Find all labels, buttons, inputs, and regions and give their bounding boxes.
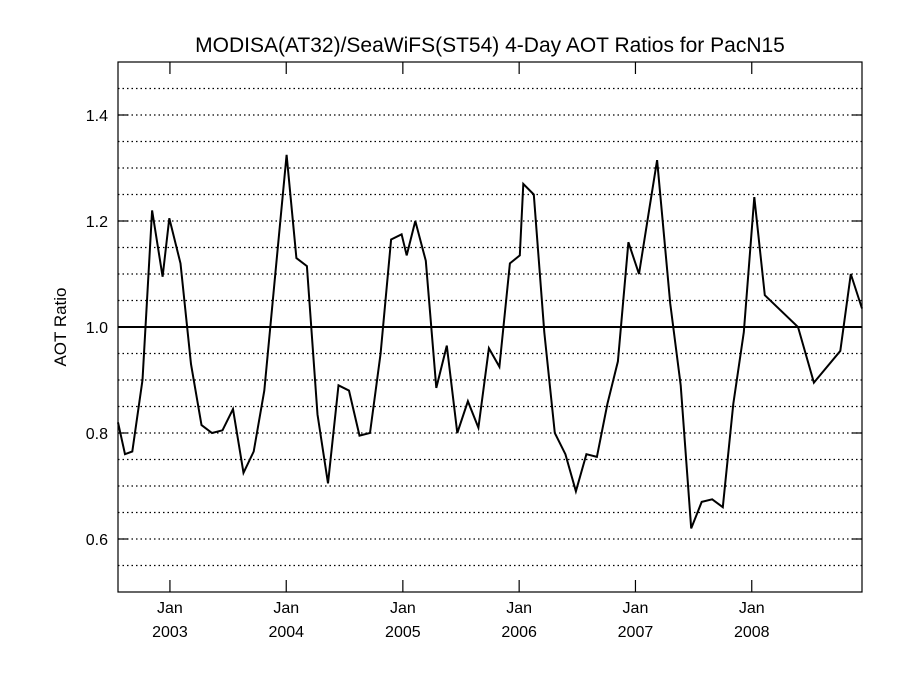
series-group (117, 154, 863, 529)
x-tick-month-label: Jan (623, 600, 649, 617)
y-tick-label: 0.8 (86, 426, 108, 443)
x-tick-year-label: 2008 (734, 624, 770, 641)
series-line (117, 154, 863, 529)
y-tick-label: 0.6 (86, 532, 108, 549)
x-tick-year-label: 2006 (501, 624, 537, 641)
y-tick-label: 1.4 (86, 108, 108, 125)
y-axis-label: AOT Ratio (51, 287, 70, 366)
x-axis-ticks: Jan 2003 Jan 2004 Jan 2005 Jan 2006 Jan 2007 Jan 20… (152, 62, 770, 641)
x-tick-month-label: Jan (390, 600, 416, 617)
x-tick-month-label: Jan (506, 600, 532, 617)
y-tick-label: 1.0 (86, 320, 108, 337)
y-tick-label: 1.2 (86, 214, 108, 231)
x-tick-year-label: 2005 (385, 624, 421, 641)
x-tick-year-label: 2003 (152, 624, 188, 641)
x-tick-month-label: Jan (739, 600, 765, 617)
x-tick-year-label: 2007 (618, 624, 654, 641)
chart-title: MODISA(AT32)/SeaWiFS(ST54) 4-Day AOT Rat… (195, 34, 785, 57)
x-tick-month-label: Jan (273, 600, 299, 617)
y-axis-ticks: 0.6 0.8 1.0 1.2 1.4 (86, 108, 862, 549)
x-tick-month-label: Jan (157, 600, 183, 617)
x-tick-year-label: 2004 (268, 624, 304, 641)
